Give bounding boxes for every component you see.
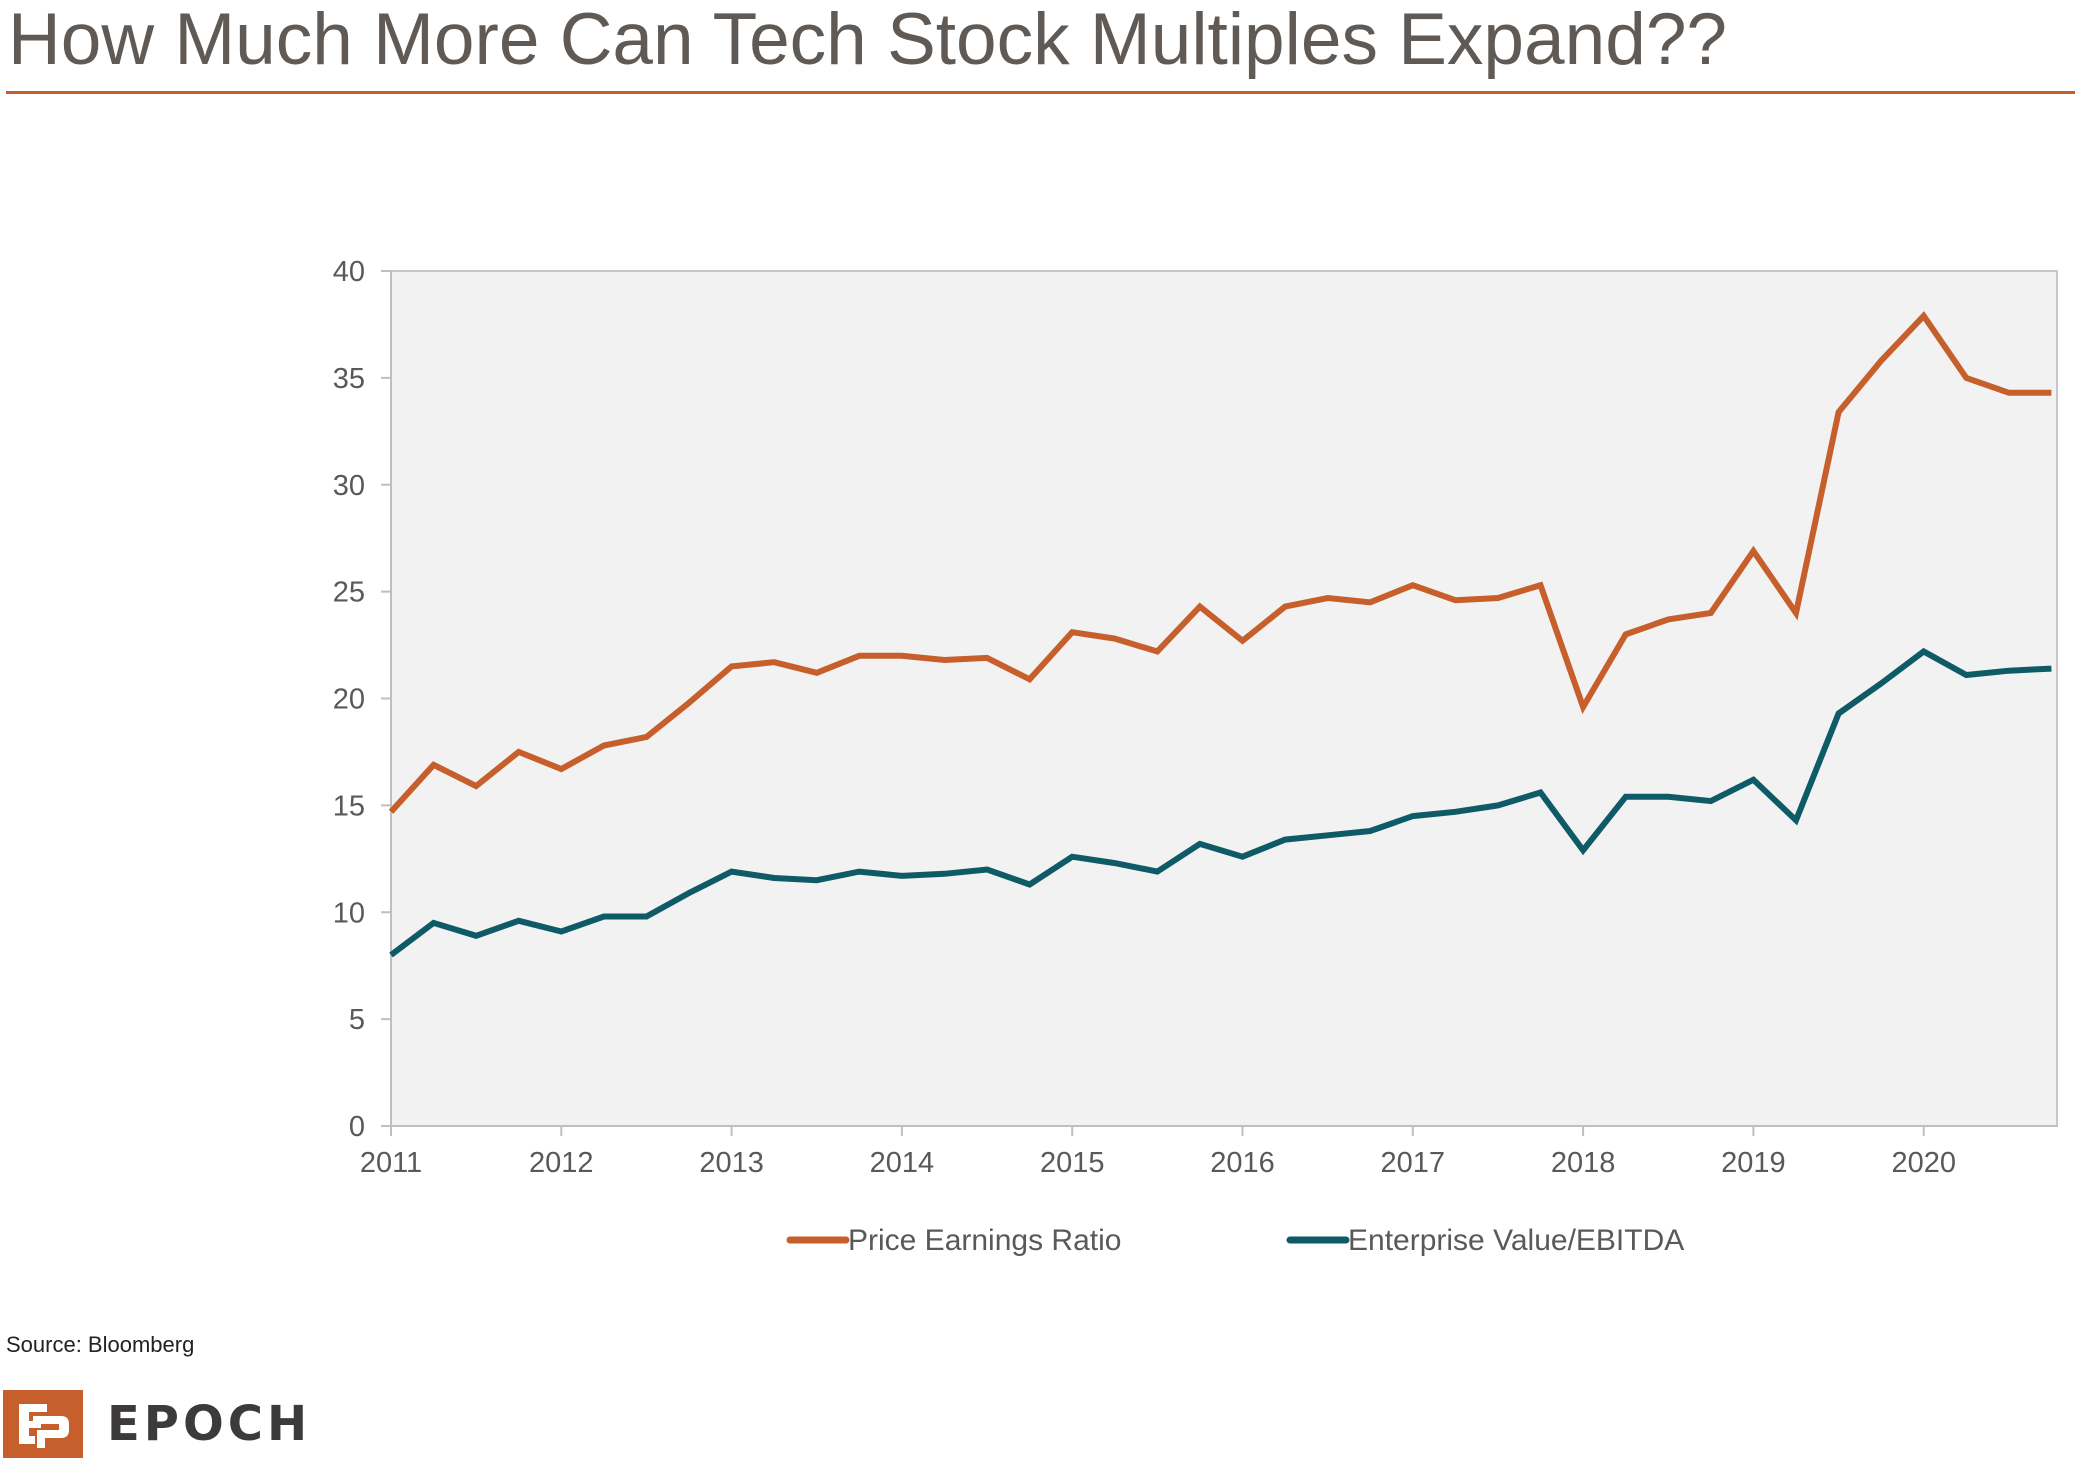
series-line-price-earnings-ratio — [388, 311, 2052, 814]
title-underline — [6, 91, 2075, 94]
slide-title: How Much More Can Tech Stock Multiples E… — [8, 0, 1728, 80]
series-layer — [388, 311, 2052, 958]
y-tick-label: 40 — [333, 256, 365, 288]
x-tick-label: 2016 — [1210, 1147, 1275, 1179]
x-tick-label: 2012 — [529, 1147, 594, 1179]
y-tick-label: 30 — [333, 470, 365, 502]
y-axis: 0 5 10 15 20 25 30 35 40 — [333, 256, 392, 1143]
legend-item: Price Earnings Ratio — [786, 1224, 1121, 1257]
x-tick-label: 2015 — [1040, 1147, 1105, 1179]
x-tick-label: 2011 — [360, 1147, 422, 1179]
series-line-ev-ebitda — [389, 647, 2052, 958]
x-axis: 2011 2012 2013 2014 2015 2016 2017 2018 2019 2020 — [360, 1125, 2057, 1179]
y-tick-label: 10 — [333, 897, 365, 929]
y-tick-label: 0 — [349, 1111, 365, 1143]
x-tick-label: 2020 — [1891, 1147, 1956, 1179]
x-tick-label: 2018 — [1551, 1147, 1616, 1179]
x-tick-label: 2019 — [1721, 1147, 1786, 1179]
y-tick-label: 25 — [333, 577, 365, 609]
y-tick-label: 35 — [333, 363, 365, 395]
x-tick-label: 2017 — [1381, 1147, 1446, 1179]
legend-label: Enterprise Value/EBITDA — [1348, 1224, 1684, 1257]
logo-wordmark: EPOCH — [107, 1396, 312, 1452]
y-tick-label: 20 — [333, 684, 365, 716]
legend-item: Enterprise Value/EBITDA — [1286, 1224, 1684, 1257]
plot-area — [390, 270, 2058, 1127]
x-tick-label: 2013 — [699, 1147, 764, 1179]
epoch-logo-icon — [3, 1390, 83, 1458]
ep-monogram-icon — [19, 1404, 69, 1448]
legend: Price Earnings Ratio Enterprise Value/EBI… — [786, 1224, 1684, 1257]
y-tick-label: 15 — [333, 790, 365, 822]
x-tick-label: 2014 — [870, 1147, 935, 1179]
legend-label: Price Earnings Ratio — [848, 1224, 1121, 1257]
y-tick-label: 5 — [349, 1004, 365, 1036]
source-note: Source: Bloomberg — [6, 1332, 195, 1357]
